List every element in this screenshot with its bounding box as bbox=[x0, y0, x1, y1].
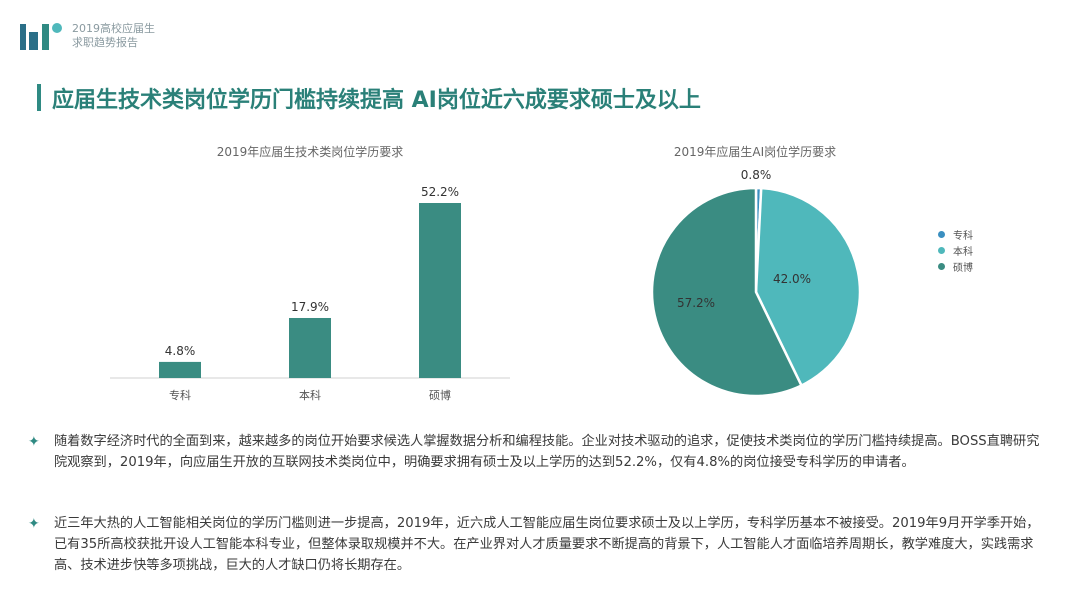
pie-legend: 专科 本科 硕博 bbox=[938, 226, 973, 274]
report-name-line1: 2019高校应届生 bbox=[72, 22, 155, 35]
paragraph-2: 近三年大热的人工智能相关岗位的学历门槛则进一步提高，2019年，近六成人工智能应… bbox=[54, 516, 1040, 573]
bar-chart-title: 2019年应届生技术类岗位学历要求 bbox=[216, 145, 404, 159]
title-accent-bar bbox=[37, 84, 41, 111]
pie-slice-本科 bbox=[754, 186, 862, 388]
legend-label: 本科 bbox=[953, 246, 973, 258]
bullet-icon: ✦ bbox=[28, 516, 40, 532]
bar-专科 bbox=[159, 361, 201, 378]
legend-item-benke: 本科 bbox=[938, 242, 973, 258]
bar-chart: 4.8% 专科 17.9% 本科 52.2% 硕博 bbox=[110, 185, 510, 402]
bar-value-label: 17.9% bbox=[291, 300, 329, 314]
bar-硕博 bbox=[419, 203, 461, 378]
legend-marker bbox=[938, 262, 945, 270]
legend-marker bbox=[938, 246, 945, 254]
legend-item-shuobo: 硕博 bbox=[938, 258, 973, 274]
pie-slice-硕博 bbox=[650, 186, 804, 398]
pie-chart: 0.8% 42.0% 57.2% bbox=[650, 168, 862, 398]
bar-value-label: 52.2% bbox=[421, 185, 459, 199]
pie-chart-title: 2019年应届生AI岗位学历要求 bbox=[673, 145, 837, 159]
bar-value-label: 4.8% bbox=[165, 344, 196, 358]
legend-item-zhuanke: 专科 bbox=[938, 226, 973, 242]
report-name-line2: 求职趋势报告 bbox=[72, 36, 138, 49]
pie-value-label: 42.0% bbox=[773, 272, 811, 286]
brand-logo bbox=[20, 23, 62, 50]
pie-value-label: 57.2% bbox=[677, 296, 715, 310]
legend-label: 专科 bbox=[953, 230, 973, 242]
bar-category-label: 专科 bbox=[169, 388, 191, 402]
report-name: 2019高校应届生 求职趋势报告 bbox=[72, 22, 155, 50]
pie-value-label: 0.8% bbox=[741, 168, 772, 182]
page-title: 应届生技术类岗位学历门槛持续提高 AI岗位近六成要求硕士及以上 bbox=[52, 88, 701, 113]
bar-category-label: 硕博 bbox=[429, 389, 451, 402]
bullet-icon: ✦ bbox=[28, 434, 40, 450]
paragraph-1: 随着数字经济时代的全面到来，越来越多的岗位开始要求候选人掌握数据分析和编程技能。… bbox=[54, 434, 1040, 470]
legend-label: 硕博 bbox=[953, 262, 973, 274]
bar-本科 bbox=[289, 317, 331, 378]
bar-category-label: 本科 bbox=[299, 388, 321, 402]
legend-marker bbox=[938, 230, 945, 238]
